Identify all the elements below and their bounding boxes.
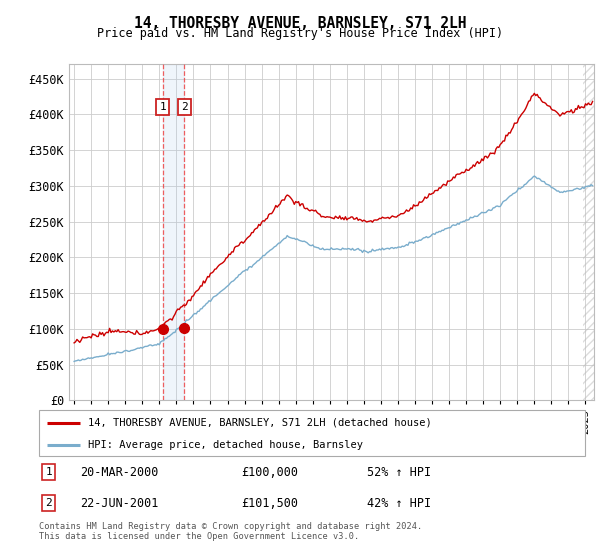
Text: 1: 1 bbox=[160, 102, 166, 113]
Text: £100,000: £100,000 bbox=[241, 465, 298, 479]
Text: 2: 2 bbox=[181, 102, 188, 113]
Text: 1: 1 bbox=[46, 467, 52, 477]
Text: HPI: Average price, detached house, Barnsley: HPI: Average price, detached house, Barn… bbox=[88, 440, 363, 450]
Text: 14, THORESBY AVENUE, BARNSLEY, S71 2LH: 14, THORESBY AVENUE, BARNSLEY, S71 2LH bbox=[134, 16, 466, 31]
Text: 2: 2 bbox=[46, 498, 52, 508]
Text: 42% ↑ HPI: 42% ↑ HPI bbox=[367, 497, 431, 510]
Bar bbox=[163, 64, 184, 400]
Text: Price paid vs. HM Land Registry's House Price Index (HPI): Price paid vs. HM Land Registry's House … bbox=[97, 27, 503, 40]
Text: 14, THORESBY AVENUE, BARNSLEY, S71 2LH (detached house): 14, THORESBY AVENUE, BARNSLEY, S71 2LH (… bbox=[88, 418, 432, 428]
Text: 20-MAR-2000: 20-MAR-2000 bbox=[80, 465, 158, 479]
Text: Contains HM Land Registry data © Crown copyright and database right 2024.
This d: Contains HM Land Registry data © Crown c… bbox=[39, 522, 422, 542]
Text: 52% ↑ HPI: 52% ↑ HPI bbox=[367, 465, 431, 479]
Text: 22-JUN-2001: 22-JUN-2001 bbox=[80, 497, 158, 510]
Bar bbox=[583, 64, 594, 400]
FancyBboxPatch shape bbox=[39, 410, 585, 456]
Text: £101,500: £101,500 bbox=[241, 497, 298, 510]
